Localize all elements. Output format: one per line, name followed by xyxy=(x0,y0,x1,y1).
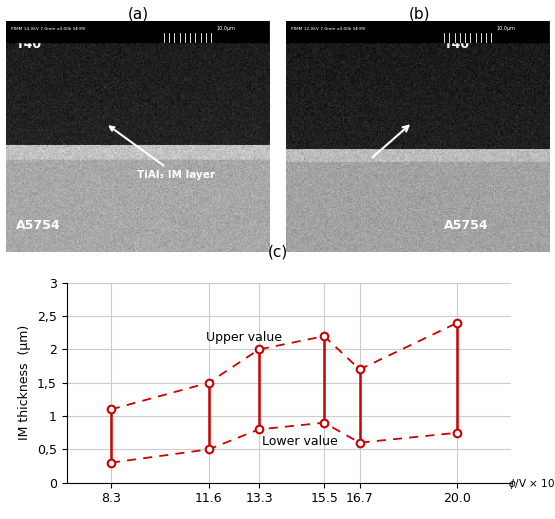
Text: Upper value: Upper value xyxy=(206,332,282,345)
Bar xyxy=(286,21,549,42)
Y-axis label: IM thickness  (μm): IM thickness (μm) xyxy=(18,325,31,441)
Text: (a): (a) xyxy=(128,6,149,21)
Text: Lower value: Lower value xyxy=(262,435,337,448)
Text: 10.0μm: 10.0μm xyxy=(216,26,235,31)
Text: PIMM 12.0kV 7.0mm x4.00k SE(M): PIMM 12.0kV 7.0mm x4.00k SE(M) xyxy=(291,27,366,31)
Text: 10.0μm: 10.0μm xyxy=(497,26,516,31)
Text: PIMM 14.0kV 7.0mm x4.00k SE(M): PIMM 14.0kV 7.0mm x4.00k SE(M) xyxy=(11,27,85,31)
Text: (b): (b) xyxy=(408,6,430,21)
Text: $\phi$/V $\times$ 10$^{10}$ J/m$^3$: $\phi$/V $\times$ 10$^{10}$ J/m$^3$ xyxy=(508,476,555,491)
Text: T40: T40 xyxy=(16,38,42,51)
Text: TiAl₃ IM layer: TiAl₃ IM layer xyxy=(110,127,215,180)
Bar xyxy=(6,21,269,42)
Text: T40: T40 xyxy=(444,38,470,51)
Text: A5754: A5754 xyxy=(16,218,60,231)
Text: A5754: A5754 xyxy=(444,218,488,231)
Text: (c): (c) xyxy=(268,245,287,260)
